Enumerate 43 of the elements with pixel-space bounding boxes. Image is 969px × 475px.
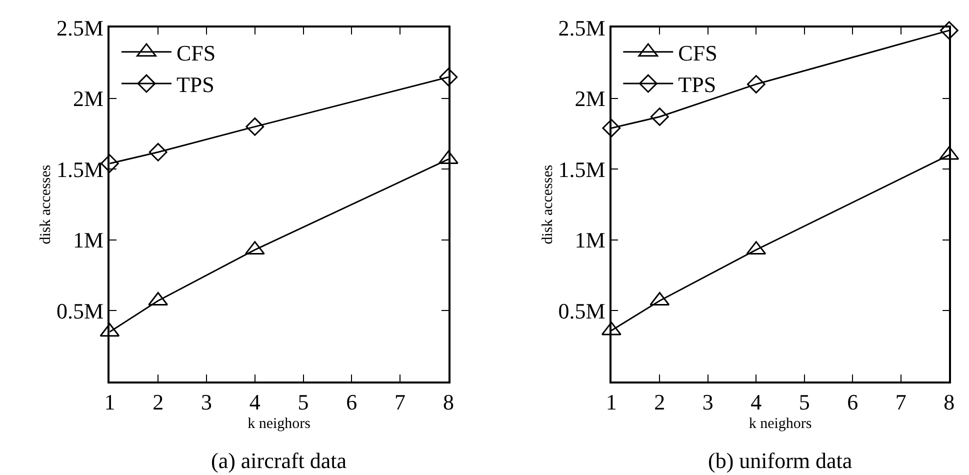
legend-label: TPS <box>678 72 716 98</box>
y-axis-title: disk accesses <box>540 164 556 244</box>
x-tick-label: 8 <box>442 390 454 415</box>
x-tick-label: 1 <box>606 390 617 415</box>
legend-label: TPS <box>176 72 214 98</box>
y-tick-label: 1.5M <box>56 156 104 182</box>
y-tick-label: 0.5M <box>558 298 606 324</box>
x-tick-label: 2 <box>654 390 666 415</box>
x-tick-label: 7 <box>394 390 406 415</box>
x-tick-label: 2 <box>152 390 164 415</box>
text: (b) uniform data <box>708 448 852 473</box>
x-tick-label: 6 <box>847 390 858 415</box>
x-tick-label: 3 <box>702 390 714 415</box>
y-tick-label: 1M <box>72 228 104 253</box>
y-tick-label: 0.5M <box>56 298 104 324</box>
y-tick-label: 2.5M <box>56 15 104 40</box>
point <box>940 21 958 40</box>
x-tick-label: 4 <box>249 390 260 415</box>
point <box>148 142 168 162</box>
x-tick-label: 1 <box>104 390 116 415</box>
legend-label: CFS <box>678 40 718 66</box>
x-axis-title: k neighors <box>748 416 812 432</box>
x-tick-label: 8 <box>944 390 955 415</box>
legend-label: CFS <box>176 40 216 66</box>
x-tick-label: 3 <box>200 390 212 415</box>
y-tick-label: 2.5M <box>558 15 606 40</box>
x-tick-label: 5 <box>298 390 309 415</box>
point <box>602 118 621 138</box>
point <box>746 75 766 94</box>
x-tick-label: 6 <box>346 390 358 415</box>
y-tick-label: 1M <box>574 228 606 253</box>
point <box>650 108 669 126</box>
x-tick-label: 4 <box>750 390 762 415</box>
point <box>246 117 264 136</box>
y-tick-label: 2M <box>72 86 104 112</box>
x-tick-label: 5 <box>798 390 810 415</box>
y-axis-title: disk accesses <box>38 164 54 244</box>
x-tick-label: 7 <box>895 390 906 415</box>
y-tick-label: 2M <box>574 86 606 112</box>
point <box>439 68 458 86</box>
y-tick-label: 1.5M <box>558 156 606 182</box>
x-axis-title: k neighors <box>248 416 311 432</box>
text: (a) aircraft data <box>211 448 347 473</box>
